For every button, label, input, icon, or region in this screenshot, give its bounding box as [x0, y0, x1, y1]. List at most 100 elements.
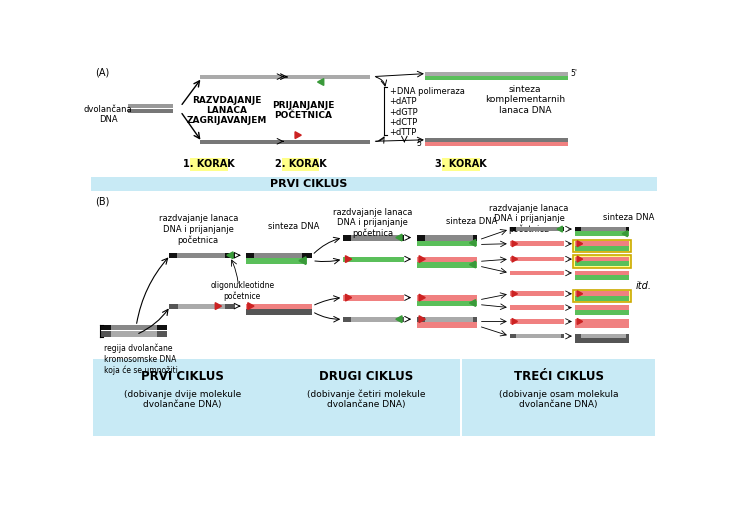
Polygon shape: [295, 132, 301, 139]
Text: (dobivanje osam molekula
dvolančane DNA): (dobivanje osam molekula dvolančane DNA): [499, 390, 618, 409]
Polygon shape: [622, 231, 628, 237]
Polygon shape: [396, 234, 402, 241]
Bar: [575, 310, 629, 314]
Bar: [510, 271, 564, 275]
Bar: [575, 257, 629, 262]
Polygon shape: [512, 319, 518, 324]
Bar: [169, 253, 234, 258]
Text: 3. KORAK: 3. KORAK: [435, 160, 487, 169]
Text: (A): (A): [95, 67, 110, 77]
Polygon shape: [512, 256, 518, 262]
Text: sinteza DNA: sinteza DNA: [268, 222, 319, 231]
Bar: [246, 304, 312, 309]
Bar: [575, 296, 629, 301]
Bar: [178, 304, 225, 309]
Bar: [111, 332, 157, 337]
Bar: [425, 317, 473, 322]
Text: sinteza DNA: sinteza DNA: [603, 213, 654, 222]
Bar: [417, 295, 477, 301]
Bar: [128, 109, 174, 113]
Bar: [417, 241, 477, 246]
Bar: [246, 253, 312, 258]
Text: 5': 5': [416, 139, 423, 148]
Polygon shape: [345, 256, 352, 263]
Text: razdvajanje lanaca
DNA i prijanjanje
početnica: razdvajanje lanaca DNA i prijanjanje poč…: [489, 203, 569, 234]
Text: +DNA polimeraza
+dATP
+dGTP
+dCTP
+dTTP: +DNA polimeraza +dATP +dGTP +dCTP +dTTP: [390, 87, 464, 138]
Polygon shape: [577, 241, 583, 247]
Bar: [461, 359, 656, 436]
Bar: [516, 334, 561, 338]
Bar: [200, 140, 285, 144]
Text: 1. KORAK: 1. KORAK: [183, 160, 235, 169]
Bar: [575, 271, 629, 275]
Bar: [93, 359, 272, 436]
Bar: [575, 246, 629, 251]
Bar: [351, 317, 400, 322]
Bar: [272, 359, 460, 436]
Bar: [191, 158, 228, 170]
Bar: [417, 317, 477, 322]
Bar: [510, 227, 564, 231]
Bar: [575, 227, 629, 231]
Bar: [575, 338, 629, 343]
Bar: [581, 334, 626, 338]
Bar: [425, 142, 568, 146]
Text: (B): (B): [95, 197, 110, 207]
Polygon shape: [469, 240, 476, 246]
Text: sinteza DNA: sinteza DNA: [446, 217, 498, 226]
Bar: [575, 275, 629, 280]
Text: (dobivanje četiri molekule
dvolančane DNA): (dobivanje četiri molekule dvolančane DN…: [307, 389, 426, 409]
Bar: [572, 255, 631, 268]
Bar: [575, 231, 629, 236]
Text: razdvajanje lanaca
DNA i prijanjanje
početnica: razdvajanje lanaca DNA i prijanjanje poč…: [333, 208, 412, 238]
Polygon shape: [557, 226, 562, 232]
Text: PRVI CIKLUS: PRVI CIKLUS: [269, 179, 347, 189]
Text: 5': 5': [570, 69, 577, 78]
Bar: [425, 72, 568, 76]
Bar: [101, 325, 167, 330]
Text: 2. KORAK: 2. KORAK: [274, 160, 326, 169]
Bar: [425, 138, 568, 142]
Bar: [417, 301, 477, 306]
Bar: [101, 332, 167, 337]
Bar: [510, 242, 564, 246]
Bar: [343, 317, 404, 322]
Bar: [575, 319, 629, 324]
Polygon shape: [227, 252, 233, 259]
Bar: [575, 242, 629, 246]
Bar: [575, 291, 629, 296]
Polygon shape: [318, 78, 323, 85]
Polygon shape: [345, 294, 352, 301]
Bar: [510, 257, 564, 262]
Bar: [417, 262, 477, 268]
Bar: [343, 295, 404, 301]
Polygon shape: [215, 303, 221, 310]
Text: oligonukleotidne
početnice: oligonukleotidne početnice: [210, 281, 274, 301]
Bar: [343, 257, 404, 262]
Text: itd.: itd.: [636, 281, 652, 291]
Bar: [254, 253, 302, 258]
Bar: [200, 75, 285, 79]
Text: DRUGI CIKLUS: DRUGI CIKLUS: [319, 370, 413, 383]
Text: razdvajanje lanaca
DNA i prijanjanje
početnica: razdvajanje lanaca DNA i prijanjanje poč…: [158, 214, 238, 245]
Polygon shape: [247, 303, 254, 310]
Bar: [111, 325, 157, 330]
Polygon shape: [577, 291, 583, 297]
Text: dvolančana
DNA: dvolančana DNA: [84, 105, 133, 124]
Bar: [425, 76, 568, 79]
Bar: [169, 304, 234, 309]
Polygon shape: [512, 241, 518, 247]
Bar: [510, 319, 564, 324]
Polygon shape: [396, 316, 402, 323]
Polygon shape: [419, 316, 426, 323]
Bar: [343, 235, 404, 241]
Text: (dobivanje dvije molekule
dvolančane DNA): (dobivanje dvije molekule dvolančane DNA…: [124, 390, 242, 409]
Bar: [581, 227, 626, 231]
Bar: [425, 235, 473, 241]
Text: PRIJANJANJE
POČETNICA: PRIJANJANJE POČETNICA: [272, 101, 334, 120]
Bar: [417, 257, 477, 262]
Bar: [246, 258, 307, 264]
Text: RAZVDAJANJE
LANACA
ZAGRIJAVANJEM: RAZVDAJANJE LANACA ZAGRIJAVANJEM: [187, 96, 267, 126]
Text: regija dvolančane
kromosomske DNA
koja će se umnožiti: regija dvolančane kromosomske DNA koja ć…: [104, 344, 177, 374]
Polygon shape: [419, 256, 426, 263]
